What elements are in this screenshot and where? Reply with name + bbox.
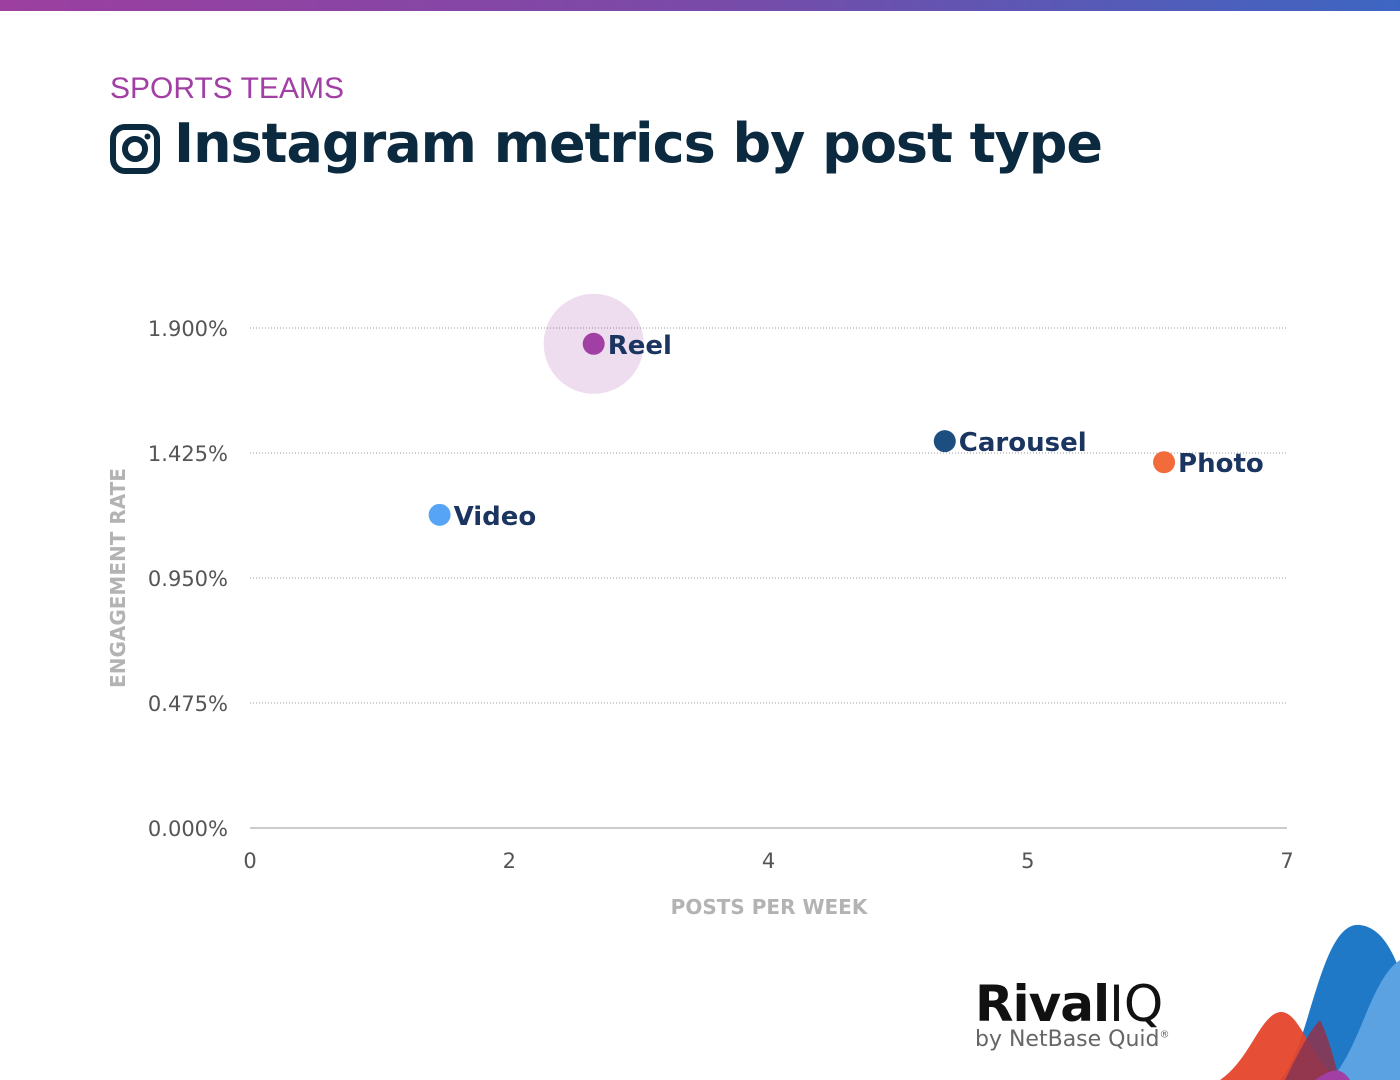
logo-iq: IQ xyxy=(1109,975,1164,1033)
point-label-carousel: Carousel xyxy=(959,428,1087,458)
rival-iq-logo: RivalIQ by NetBase Quid® xyxy=(975,975,1170,1052)
chart-title: Instagram metrics by post type xyxy=(174,112,1103,175)
y-axis-label: ENGAGEMENT RATE xyxy=(106,468,130,688)
data-point-video xyxy=(428,503,451,526)
y-tick-label: 1.900% xyxy=(148,317,228,341)
category-label: SPORTS TEAMS xyxy=(110,72,344,105)
x-tick-label: 5 xyxy=(1021,849,1034,873)
point-label-video: Video xyxy=(454,502,537,532)
x-tick-label: 0 xyxy=(243,849,256,873)
x-tick-label: 2 xyxy=(503,849,516,873)
logo-tagline: by NetBase Quid xyxy=(975,1027,1160,1052)
logo-rival: Rival xyxy=(975,975,1110,1033)
x-axis-label: POSTS PER WEEK xyxy=(670,895,868,919)
y-tick-label: 0.475% xyxy=(148,692,228,716)
y-tick-label: 0.950% xyxy=(148,567,228,591)
decorative-waves xyxy=(1220,924,1400,1080)
registered-mark: ® xyxy=(1159,1029,1170,1041)
y-tick-label: 0.000% xyxy=(148,817,228,841)
point-label-photo: Photo xyxy=(1178,449,1264,479)
y-tick-label: 1.425% xyxy=(148,442,228,466)
data-point-carousel xyxy=(933,430,956,453)
x-tick-label: 4 xyxy=(762,849,775,873)
x-tick-label: 7 xyxy=(1280,849,1293,873)
top-gradient-bar xyxy=(0,0,1400,11)
instagram-icon xyxy=(110,124,160,174)
point-label-reel: Reel xyxy=(608,331,672,361)
data-point-reel xyxy=(582,332,605,355)
data-point-photo xyxy=(1153,451,1176,474)
